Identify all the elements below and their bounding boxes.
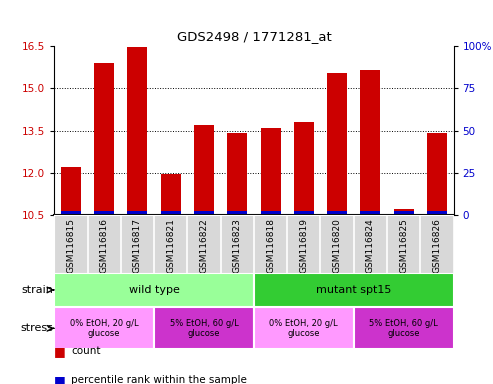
Bar [294, 211, 314, 215]
Text: count: count [71, 346, 101, 356]
Bar [161, 174, 180, 215]
Bar [427, 133, 447, 215]
Bar [254, 273, 454, 307]
Text: GSM116824: GSM116824 [366, 218, 375, 273]
Text: GSM116821: GSM116821 [166, 218, 175, 273]
Text: GSM116822: GSM116822 [200, 218, 209, 273]
Text: GSM116818: GSM116818 [266, 218, 275, 273]
Bar [360, 70, 380, 215]
Bar [94, 211, 114, 215]
Text: 0% EtOH, 20 g/L
glucose: 0% EtOH, 20 g/L glucose [270, 319, 338, 338]
Bar [260, 211, 281, 215]
Text: 5% EtOH, 60 g/L
glucose: 5% EtOH, 60 g/L glucose [369, 319, 438, 338]
Bar [54, 307, 154, 349]
Bar [254, 307, 353, 349]
Text: 5% EtOH, 60 g/L
glucose: 5% EtOH, 60 g/L glucose [170, 319, 238, 338]
Bar [227, 133, 247, 215]
Bar [227, 211, 247, 215]
Bar [194, 125, 214, 215]
Bar [327, 73, 347, 215]
Text: percentile rank within the sample: percentile rank within the sample [71, 375, 247, 384]
Text: ■: ■ [54, 374, 66, 384]
Bar [360, 211, 380, 215]
Bar [393, 211, 414, 215]
Text: GSM116816: GSM116816 [100, 218, 108, 273]
Bar [61, 167, 81, 215]
Text: GSM116819: GSM116819 [299, 218, 308, 273]
Bar [353, 307, 454, 349]
Text: mutant spt15: mutant spt15 [316, 285, 391, 295]
Text: GSM116820: GSM116820 [333, 218, 342, 273]
Bar [294, 122, 314, 215]
Bar [127, 48, 147, 215]
Text: GSM116817: GSM116817 [133, 218, 142, 273]
Bar [161, 211, 180, 215]
Bar [393, 209, 414, 215]
Title: GDS2498 / 1771281_at: GDS2498 / 1771281_at [176, 30, 331, 43]
Bar [260, 128, 281, 215]
Text: strain: strain [22, 285, 54, 295]
Bar [61, 211, 81, 215]
Text: GSM116826: GSM116826 [432, 218, 441, 273]
Text: GSM116823: GSM116823 [233, 218, 242, 273]
Bar [327, 211, 347, 215]
Bar [54, 273, 254, 307]
Text: stress: stress [21, 323, 54, 333]
Bar [194, 211, 214, 215]
Bar [94, 63, 114, 215]
Text: wild type: wild type [129, 285, 179, 295]
Text: GSM116815: GSM116815 [67, 218, 75, 273]
Text: GSM116825: GSM116825 [399, 218, 408, 273]
Text: ■: ■ [54, 345, 66, 358]
Bar [127, 211, 147, 215]
Bar [427, 211, 447, 215]
Text: 0% EtOH, 20 g/L
glucose: 0% EtOH, 20 g/L glucose [70, 319, 139, 338]
Bar [154, 307, 254, 349]
